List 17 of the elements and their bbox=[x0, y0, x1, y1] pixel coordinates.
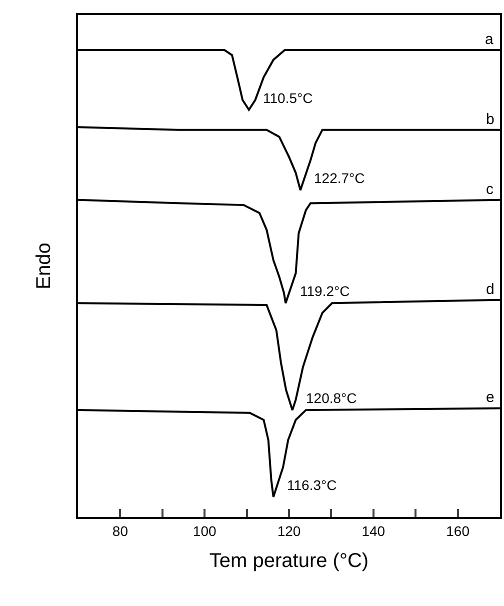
x-axis-title: Tem perature (°C) bbox=[209, 550, 369, 572]
x-tick-label: 160 bbox=[446, 522, 470, 539]
series-label: c bbox=[486, 181, 494, 198]
x-tick-label: 120 bbox=[277, 522, 301, 539]
x-tick-label: 100 bbox=[192, 522, 216, 539]
annotation: 119.2°C bbox=[300, 283, 350, 299]
series-label: e bbox=[486, 389, 494, 406]
series-label: d bbox=[486, 281, 494, 298]
series-label: b bbox=[486, 111, 494, 128]
annotation: 110.5°C bbox=[263, 90, 313, 106]
y-axis-title: Endo bbox=[33, 242, 55, 290]
annotation: 120.8°C bbox=[306, 390, 357, 406]
annotation: 116.3°C bbox=[287, 477, 337, 493]
series-label: a bbox=[485, 31, 494, 48]
x-tick-label: 140 bbox=[362, 522, 386, 539]
x-tick-label: 80 bbox=[112, 522, 128, 539]
annotation: 122.7°C bbox=[314, 170, 365, 186]
